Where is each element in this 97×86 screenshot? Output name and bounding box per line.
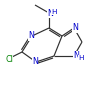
Text: N: N — [47, 9, 53, 17]
Text: Cl: Cl — [5, 55, 13, 64]
Text: N: N — [73, 52, 79, 60]
Text: N: N — [72, 23, 78, 33]
Text: H: H — [78, 55, 84, 61]
Text: H: H — [52, 9, 57, 15]
Text: N: N — [28, 31, 34, 41]
Text: N: N — [32, 58, 38, 66]
